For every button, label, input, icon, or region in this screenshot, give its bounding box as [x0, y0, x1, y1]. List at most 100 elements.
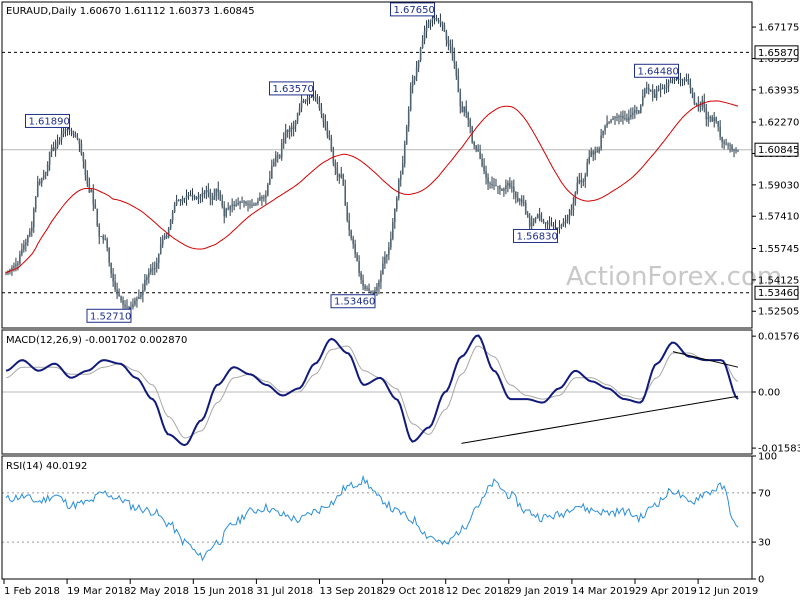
price-panel-border — [1, 1, 753, 329]
candle-body — [191, 195, 194, 197]
candle-body — [572, 202, 575, 211]
candle-body — [340, 174, 343, 178]
candle-body — [229, 206, 231, 210]
candle-body — [449, 43, 452, 47]
x-tick-label: 1 Feb 2018 — [4, 586, 60, 597]
candle-body — [614, 117, 616, 119]
candle-body — [479, 151, 481, 159]
candle-body — [292, 126, 295, 130]
candle-body — [169, 220, 172, 229]
candle-body — [513, 186, 515, 192]
candle-body — [409, 86, 412, 111]
candle-body — [493, 185, 495, 187]
candle-body — [445, 31, 448, 40]
candle-body — [649, 90, 652, 92]
candle-body — [453, 53, 456, 63]
candle-body — [663, 87, 666, 89]
candle-body — [13, 266, 15, 268]
candle-body — [253, 204, 255, 206]
candle-body — [205, 190, 208, 194]
candle-body — [267, 184, 269, 196]
candle-body — [352, 237, 354, 244]
candle-body — [245, 201, 247, 204]
candle-body — [78, 138, 81, 145]
candle-body — [189, 195, 192, 196]
candle-body — [507, 183, 509, 186]
candle-body — [715, 117, 717, 122]
candle-body — [455, 62, 458, 76]
candle-body — [350, 230, 352, 238]
candle-body — [326, 127, 329, 136]
macd-trendline — [672, 351, 739, 368]
candle-body — [419, 47, 422, 61]
candle-body — [693, 93, 696, 104]
candle-body — [439, 20, 442, 23]
candle-body — [94, 204, 97, 209]
candle-body — [251, 204, 253, 206]
candle-body — [717, 121, 719, 127]
candle-body — [364, 285, 366, 290]
candle-body — [600, 135, 602, 149]
candle-body — [392, 222, 394, 239]
candle-body — [401, 163, 404, 175]
candle-body — [518, 199, 521, 201]
candle-body — [374, 290, 376, 293]
candle-body — [467, 113, 470, 120]
y-tick-label: 1.63935 — [758, 85, 799, 96]
rsi-tick-label: 0 — [758, 575, 764, 586]
candle-body — [534, 218, 537, 219]
rsi-tick-label: 30 — [758, 538, 771, 549]
candle-body — [564, 221, 567, 223]
x-tick-label: 31 Jul 2018 — [256, 586, 313, 597]
candle-body — [42, 175, 45, 178]
candle-body — [346, 205, 349, 221]
candle-body — [630, 114, 632, 118]
candle-body — [263, 197, 265, 199]
candle-body — [219, 192, 222, 201]
candle-body — [255, 203, 257, 205]
candle-body — [382, 263, 384, 274]
candle-body — [661, 87, 664, 89]
candle-body — [66, 129, 69, 131]
candle-body — [709, 116, 712, 118]
candle-body — [515, 191, 517, 198]
y-tick-label: 1.67175 — [758, 23, 799, 34]
candle-body — [489, 183, 491, 185]
candle-body — [522, 202, 525, 204]
candle-body — [261, 197, 263, 199]
candle-body — [50, 147, 53, 152]
candle-body — [150, 268, 152, 273]
candle-body — [733, 149, 735, 151]
macd-trendline — [461, 395, 739, 444]
candle-body — [239, 201, 241, 204]
candle-body — [483, 165, 485, 172]
x-tick-label: 19 Mar 2018 — [67, 586, 130, 597]
candle-body — [699, 106, 702, 108]
rsi-levels — [2, 492, 752, 543]
candle-body — [542, 221, 545, 223]
candle-body — [32, 208, 35, 228]
candle-body — [271, 165, 273, 179]
annotation-box — [634, 63, 680, 78]
candle-body — [183, 198, 186, 200]
candle-body — [548, 222, 551, 225]
candle-body — [530, 222, 533, 227]
candle-body — [394, 209, 396, 223]
candle-body — [138, 296, 140, 299]
candle-body — [146, 277, 148, 280]
candle-body — [584, 175, 587, 182]
candle-body — [348, 220, 350, 231]
candle-body — [225, 208, 227, 217]
candle-body — [221, 200, 224, 207]
candle-body — [64, 129, 67, 131]
candle-body — [532, 218, 535, 223]
candle-body — [126, 306, 128, 308]
candle-body — [328, 135, 331, 139]
candle-body — [651, 90, 654, 95]
candle-body — [677, 78, 680, 80]
candle-body — [431, 18, 434, 21]
candle-body — [249, 204, 251, 206]
candle-body — [132, 304, 134, 307]
candle-body — [151, 268, 154, 270]
candle-body — [25, 242, 27, 245]
